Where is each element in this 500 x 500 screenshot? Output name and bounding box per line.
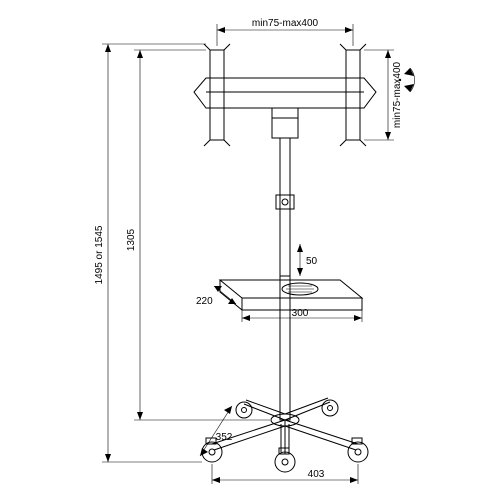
height-outer-label: 1495 or 1545 [94, 225, 105, 284]
dim-vesa-width: min75-max400 [217, 18, 353, 46]
shelf-width-label: 300 [292, 308, 309, 319]
pole [276, 138, 294, 420]
dim-height-inner: 1305 [126, 50, 270, 420]
dim-base-depth: 352 [200, 406, 233, 456]
dim-vesa-height: min75-max400 [364, 50, 403, 140]
shelf-gap-label: 50 [306, 256, 318, 267]
dim-height-outer: 1495 or 1545 [94, 44, 206, 462]
dim-base-span: 403 [212, 464, 358, 484]
dim-shelf-depth: 220 [196, 286, 236, 307]
vesa-width-label: min75-max400 [252, 18, 319, 29]
vesa-mount [194, 44, 376, 146]
shelf [220, 276, 362, 310]
height-inner-label: 1305 [126, 228, 137, 251]
dim-shelf-gap: 50 [297, 244, 318, 276]
base-span-label: 403 [308, 469, 325, 480]
caster [275, 448, 295, 472]
base-depth-label: 352 [216, 432, 233, 443]
vesa-height-label: min75-max400 [392, 61, 403, 128]
shelf-depth-label: 220 [196, 296, 213, 307]
stand-diagram: min75-max400 min75-max400 1495 or 1545 1… [0, 0, 500, 500]
